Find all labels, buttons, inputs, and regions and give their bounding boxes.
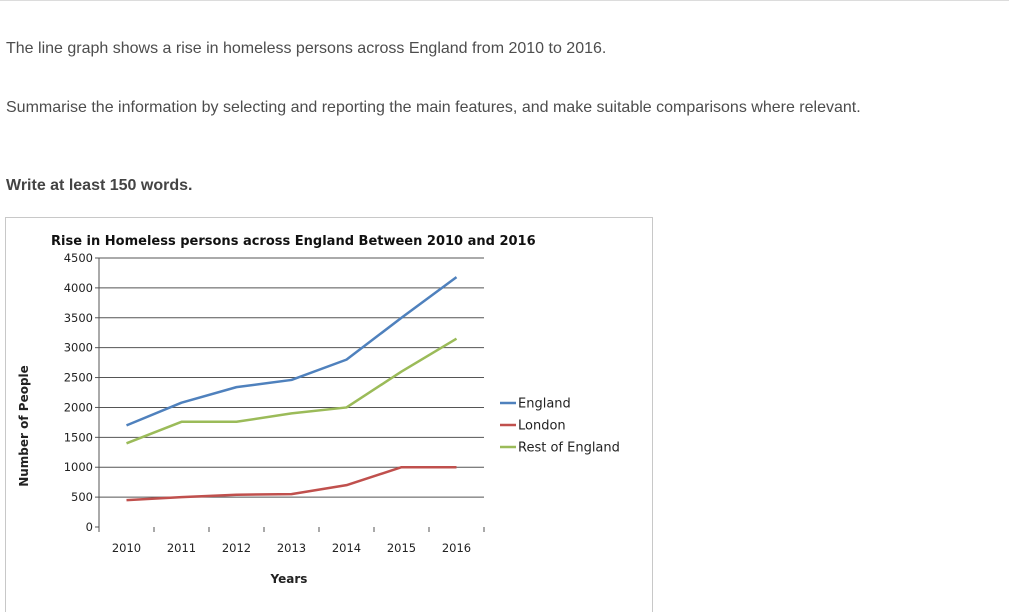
gridlines [99, 257, 484, 498]
line-chart: Rise in Homeless persons across England … [17, 234, 620, 586]
x-tick-label: 2012 [222, 541, 251, 555]
chart-title: Rise in Homeless persons across England … [51, 234, 536, 249]
x-tick-label: 2014 [332, 541, 361, 555]
series-line [126, 465, 457, 502]
legend: England London Rest of England [500, 397, 620, 456]
series-line [126, 337, 458, 445]
y-tick-label: 0 [86, 520, 93, 534]
series-line [126, 276, 458, 427]
x-axis-ticks: 2010 2011 2012 2013 2014 2015 2016 [98, 527, 485, 555]
prompt-intro: The line graph shows a rise in homeless … [6, 40, 607, 57]
y-axis-title: Number of People [17, 365, 31, 487]
x-axis-title: Years [270, 572, 308, 586]
x-tick-label: 2013 [277, 541, 306, 555]
legend-label: England [518, 397, 571, 412]
y-tick-label: 3000 [64, 341, 93, 355]
chart-frame: Rise in Homeless persons across England … [5, 217, 653, 612]
prompt-instructions: Summarise the information by selecting a… [6, 99, 861, 116]
series-lines [126, 276, 458, 502]
y-tick-label: 2500 [64, 371, 93, 385]
x-tick-label: 2016 [442, 541, 471, 555]
prompt-word-count: Write at least 150 words. [6, 177, 193, 194]
x-tick-label: 2011 [167, 541, 196, 555]
y-tick-label: 2000 [64, 400, 93, 414]
legend-label: London [518, 419, 566, 434]
y-tick-label: 500 [71, 490, 93, 504]
y-tick-label: 3500 [64, 311, 93, 325]
y-axis-ticks: 0 500 1000 1500 2000 2500 3000 3500 4000 4500 [64, 251, 99, 534]
y-tick-label: 1500 [64, 430, 93, 444]
y-tick-label: 4500 [64, 251, 93, 265]
legend-label: Rest of England [518, 441, 620, 456]
x-tick-label: 2010 [112, 541, 141, 555]
top-divider [0, 0, 1009, 1]
y-tick-label: 1000 [64, 460, 93, 474]
x-tick-label: 2015 [387, 541, 416, 555]
y-tick-label: 4000 [64, 281, 93, 295]
